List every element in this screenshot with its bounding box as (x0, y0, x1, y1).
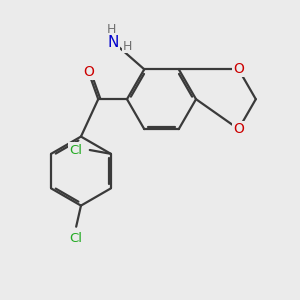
Text: H: H (122, 40, 132, 53)
Text: H: H (107, 22, 116, 35)
Text: O: O (233, 62, 244, 76)
Text: Cl: Cl (69, 143, 82, 157)
Text: N: N (108, 35, 119, 50)
Text: O: O (83, 65, 94, 79)
Text: Cl: Cl (70, 232, 83, 245)
Text: O: O (233, 122, 244, 136)
